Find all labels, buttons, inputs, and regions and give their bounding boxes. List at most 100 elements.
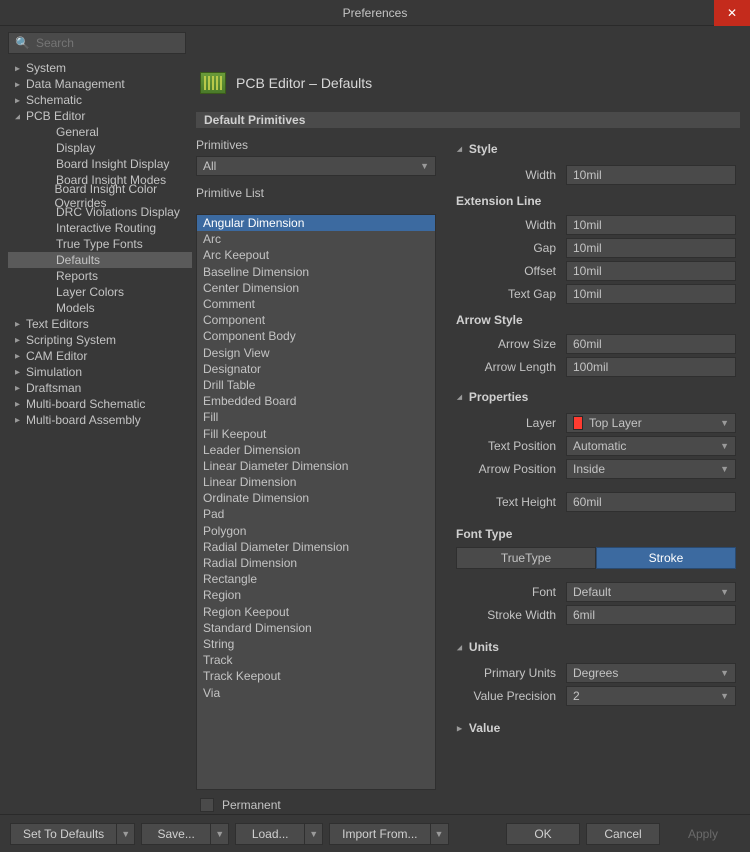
tree-item-schematic[interactable]: Schematic xyxy=(8,92,192,108)
ok-button[interactable]: OK xyxy=(506,823,580,845)
primitives-filter-combo[interactable]: All ▼ xyxy=(196,156,436,176)
apply-button[interactable]: Apply xyxy=(666,823,740,845)
style-group-header[interactable]: Style xyxy=(456,142,736,156)
chevron-down-icon: ▼ xyxy=(720,668,729,678)
permanent-checkbox[interactable] xyxy=(200,798,214,812)
value-precision-combo[interactable]: 2▼ xyxy=(566,686,736,706)
set-to-defaults-button[interactable]: Set To Defaults xyxy=(10,823,117,845)
import-from-button[interactable]: Import From... xyxy=(329,823,430,845)
footer-save-button[interactable]: Save... xyxy=(141,823,211,845)
list-item[interactable]: Center Dimension xyxy=(197,280,435,296)
search-input-wrap[interactable]: 🔍 xyxy=(8,32,186,54)
tree-item-defaults[interactable]: Defaults xyxy=(8,252,192,268)
list-item[interactable]: Arc xyxy=(197,231,435,247)
tree-item-system[interactable]: System xyxy=(8,60,192,76)
list-item[interactable]: Comment xyxy=(197,296,435,312)
list-item[interactable]: Radial Diameter Dimension xyxy=(197,539,435,555)
tree-item-label: Multi-board Schematic xyxy=(26,397,145,411)
tree-item-simulation[interactable]: Simulation xyxy=(8,364,192,380)
list-item[interactable]: Angular Dimension xyxy=(197,215,435,231)
tree-item-interactive-routing[interactable]: Interactive Routing xyxy=(8,220,192,236)
list-item[interactable]: Drill Table xyxy=(197,377,435,393)
tree-item-cam-editor[interactable]: CAM Editor xyxy=(8,348,192,364)
tree-item-display[interactable]: Display xyxy=(8,140,192,156)
list-item[interactable]: Embedded Board xyxy=(197,393,435,409)
stroke-width-input[interactable]: 6mil xyxy=(566,605,736,625)
tree-item-scripting-system[interactable]: Scripting System xyxy=(8,332,192,348)
units-group-header[interactable]: Units xyxy=(456,640,736,654)
import-from-dropdown[interactable]: ▼ xyxy=(431,823,449,845)
list-item[interactable]: Rectangle xyxy=(197,571,435,587)
list-item[interactable]: Ordinate Dimension xyxy=(197,490,435,506)
ext-offset-input[interactable]: 10mil xyxy=(566,261,736,281)
footer-load-button[interactable]: Load... xyxy=(235,823,305,845)
list-item[interactable]: Arc Keepout xyxy=(197,247,435,263)
list-item[interactable]: Component Body xyxy=(197,328,435,344)
footer-load-dropdown[interactable]: ▼ xyxy=(305,823,323,845)
list-item[interactable]: Design View xyxy=(197,345,435,361)
list-item[interactable]: Fill Keepout xyxy=(197,425,435,441)
tree-item-layer-colors[interactable]: Layer Colors xyxy=(8,284,192,300)
list-item[interactable]: Fill xyxy=(197,409,435,425)
list-item[interactable]: Designator xyxy=(197,361,435,377)
text-position-combo[interactable]: Automatic▼ xyxy=(566,436,736,456)
ext-gap-input[interactable]: 10mil xyxy=(566,238,736,258)
list-item[interactable]: Pad xyxy=(197,506,435,522)
page-title: PCB Editor – Defaults xyxy=(236,75,372,91)
stroke-toggle[interactable]: Stroke xyxy=(596,547,736,569)
tree-item-board-insight-display[interactable]: Board Insight Display xyxy=(8,156,192,172)
primitive-listbox[interactable]: Angular DimensionArcArc KeepoutBaseline … xyxy=(196,214,436,790)
ext-width-input[interactable]: 10mil xyxy=(566,215,736,235)
chevron-down-icon: ▼ xyxy=(720,441,729,451)
list-item[interactable]: Leader Dimension xyxy=(197,442,435,458)
list-item[interactable]: Component xyxy=(197,312,435,328)
cancel-button[interactable]: Cancel xyxy=(586,823,660,845)
close-button[interactable]: ✕ xyxy=(714,0,750,26)
list-item[interactable]: Region Keepout xyxy=(197,604,435,620)
arrow-size-input[interactable]: 60mil xyxy=(566,334,736,354)
tree-caret-icon xyxy=(12,383,22,394)
tree-item-models[interactable]: Models xyxy=(8,300,192,316)
tree-item-general[interactable]: General xyxy=(8,124,192,140)
footer-save-dropdown[interactable]: ▼ xyxy=(211,823,229,845)
tree-item-drc-violations-display[interactable]: DRC Violations Display xyxy=(8,204,192,220)
tree-item-board-insight-color-overrides[interactable]: Board Insight Color Overrides xyxy=(8,188,192,204)
list-item[interactable]: Polygon xyxy=(197,523,435,539)
tree-item-label: Reports xyxy=(56,269,98,283)
list-item[interactable]: Via xyxy=(197,684,435,700)
tree-item-text-editors[interactable]: Text Editors xyxy=(8,316,192,332)
list-item[interactable]: Region xyxy=(197,587,435,603)
tree-item-pcb-editor[interactable]: PCB Editor xyxy=(8,108,192,124)
arrow-length-input[interactable]: 100mil xyxy=(566,357,736,377)
text-height-input[interactable]: 60mil xyxy=(566,492,736,512)
tree-item-multi-board-assembly[interactable]: Multi-board Assembly xyxy=(8,412,192,428)
tree-item-data-management[interactable]: Data Management xyxy=(8,76,192,92)
list-item[interactable]: Track xyxy=(197,652,435,668)
font-type-toggle: TrueType Stroke xyxy=(456,547,736,569)
tree-item-label: Models xyxy=(56,301,95,315)
tree-item-true-type-fonts[interactable]: True Type Fonts xyxy=(8,236,192,252)
tree-item-draftsman[interactable]: Draftsman xyxy=(8,380,192,396)
font-combo[interactable]: Default▼ xyxy=(566,582,736,602)
list-item[interactable]: Linear Dimension xyxy=(197,474,435,490)
tree-item-multi-board-schematic[interactable]: Multi-board Schematic xyxy=(8,396,192,412)
truetype-toggle[interactable]: TrueType xyxy=(456,547,596,569)
layer-combo[interactable]: Top Layer▼ xyxy=(566,413,736,433)
list-item[interactable]: Radial Dimension xyxy=(197,555,435,571)
set-to-defaults-dropdown[interactable]: ▼ xyxy=(117,823,135,845)
primary-units-combo[interactable]: Degrees▼ xyxy=(566,663,736,683)
arrow-style-header: Arrow Style xyxy=(456,313,736,327)
value-group-header[interactable]: Value xyxy=(456,721,736,735)
list-item[interactable]: Baseline Dimension xyxy=(197,264,435,280)
primitive-list-label: Primitive List xyxy=(196,186,436,200)
search-input[interactable] xyxy=(36,36,179,50)
list-item[interactable]: Track Keepout xyxy=(197,668,435,684)
tree-item-reports[interactable]: Reports xyxy=(8,268,192,284)
ext-textgap-input[interactable]: 10mil xyxy=(566,284,736,304)
list-item[interactable]: Linear Diameter Dimension xyxy=(197,458,435,474)
list-item[interactable]: String xyxy=(197,636,435,652)
arrow-position-combo[interactable]: Inside▼ xyxy=(566,459,736,479)
style-width-input[interactable]: 10mil xyxy=(566,165,736,185)
properties-group-header[interactable]: Properties xyxy=(456,390,736,404)
list-item[interactable]: Standard Dimension xyxy=(197,620,435,636)
